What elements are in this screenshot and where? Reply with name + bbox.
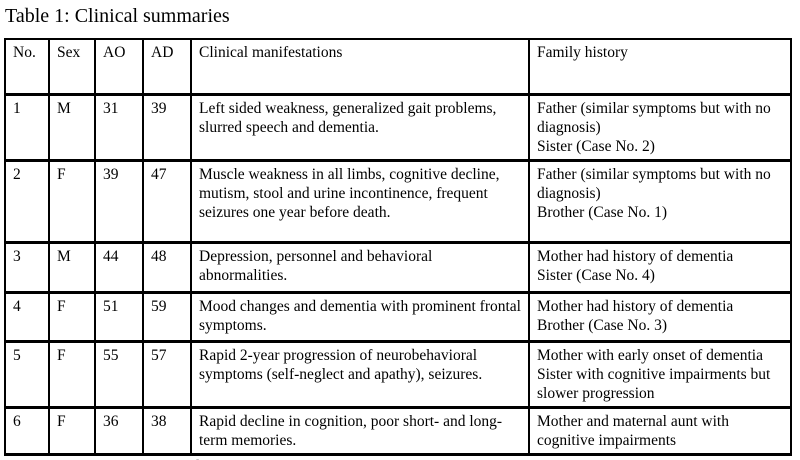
cell-family-history: Father (similar symptoms but with no dia…	[528, 92, 792, 162]
cell-family-history: Father (similar symptoms but with no dia…	[528, 158, 792, 244]
cell-clinical-manifestations: Rapid decline in cognition, poor short- …	[190, 405, 530, 456]
col-header-no: No.	[4, 38, 50, 96]
cell-ad: 59	[142, 290, 192, 343]
cell-no: 2	[4, 158, 50, 244]
col-header-clinical-manifestations: Clinical manifestations	[190, 38, 530, 96]
cell-no: 4	[4, 290, 50, 343]
cell-family-history: Mother had history of dementia Sister (C…	[528, 240, 792, 294]
cell-family-history: Mother and maternal aunt with cognitive …	[528, 405, 792, 456]
cell-ad: 47	[142, 158, 192, 244]
col-header-family-history: Family history	[528, 38, 792, 96]
cell-ao: 36	[94, 405, 144, 456]
cell-family-history: Mother had history of dementia Brother (…	[528, 290, 792, 343]
cell-sex: M	[48, 92, 96, 162]
header-row: No. Sex AO AD Clinical manifestations Fa…	[4, 38, 792, 96]
clinical-summaries-table: No. Sex AO AD Clinical manifestations Fa…	[4, 38, 792, 456]
cell-no: 6	[4, 405, 50, 456]
cell-clinical-manifestations: Left sided weakness, generalized gait pr…	[190, 92, 530, 162]
cell-clinical-manifestations: Muscle weakness in all limbs, cognitive …	[190, 158, 530, 244]
table-title: Table 1: Clinical summaries	[5, 5, 230, 27]
cell-ad: 39	[142, 92, 192, 162]
cell-clinical-manifestations: Rapid 2-year progression of neurobehavio…	[190, 339, 530, 409]
cell-ad: 57	[142, 339, 192, 409]
cell-sex: F	[48, 290, 96, 343]
table-row: 6 F 36 38 Rapid decline in cognition, po…	[4, 405, 792, 456]
col-header-ad: AD	[142, 38, 192, 96]
cell-ad: 48	[142, 240, 192, 294]
col-header-sex: Sex	[48, 38, 96, 96]
cell-clinical-manifestations: Depression, personnel and behavioral abn…	[190, 240, 530, 294]
cell-clinical-manifestations: Mood changes and dementia with prominent…	[190, 290, 530, 343]
col-header-ao: AO	[94, 38, 144, 96]
cell-sex: F	[48, 158, 96, 244]
cell-sex: F	[48, 405, 96, 456]
cell-sex: F	[48, 339, 96, 409]
cell-ao: 55	[94, 339, 144, 409]
cell-no: 3	[4, 240, 50, 294]
cell-ao: 31	[94, 92, 144, 162]
cell-ad: 38	[142, 405, 192, 456]
cell-ao: 44	[94, 240, 144, 294]
cell-family-history: Mother with early onset of dementia Sist…	[528, 339, 792, 409]
cell-ao: 39	[94, 158, 144, 244]
cell-sex: M	[48, 240, 96, 294]
cell-no: 5	[4, 339, 50, 409]
table-footnote: AO: age on onset; AD: age of death	[4, 458, 796, 460]
table-row: 3 M 44 48 Depression, personnel and beha…	[4, 240, 792, 294]
cell-no: 1	[4, 92, 50, 162]
table-row: 5 F 55 57 Rapid 2-year progression of ne…	[4, 339, 792, 409]
table-row: 2 F 39 47 Muscle weakness in all limbs, …	[4, 158, 792, 244]
table-row: 1 M 31 39 Left sided weakness, generaliz…	[4, 92, 792, 162]
cell-ao: 51	[94, 290, 144, 343]
table-row: 4 F 51 59 Mood changes and dementia with…	[4, 290, 792, 343]
